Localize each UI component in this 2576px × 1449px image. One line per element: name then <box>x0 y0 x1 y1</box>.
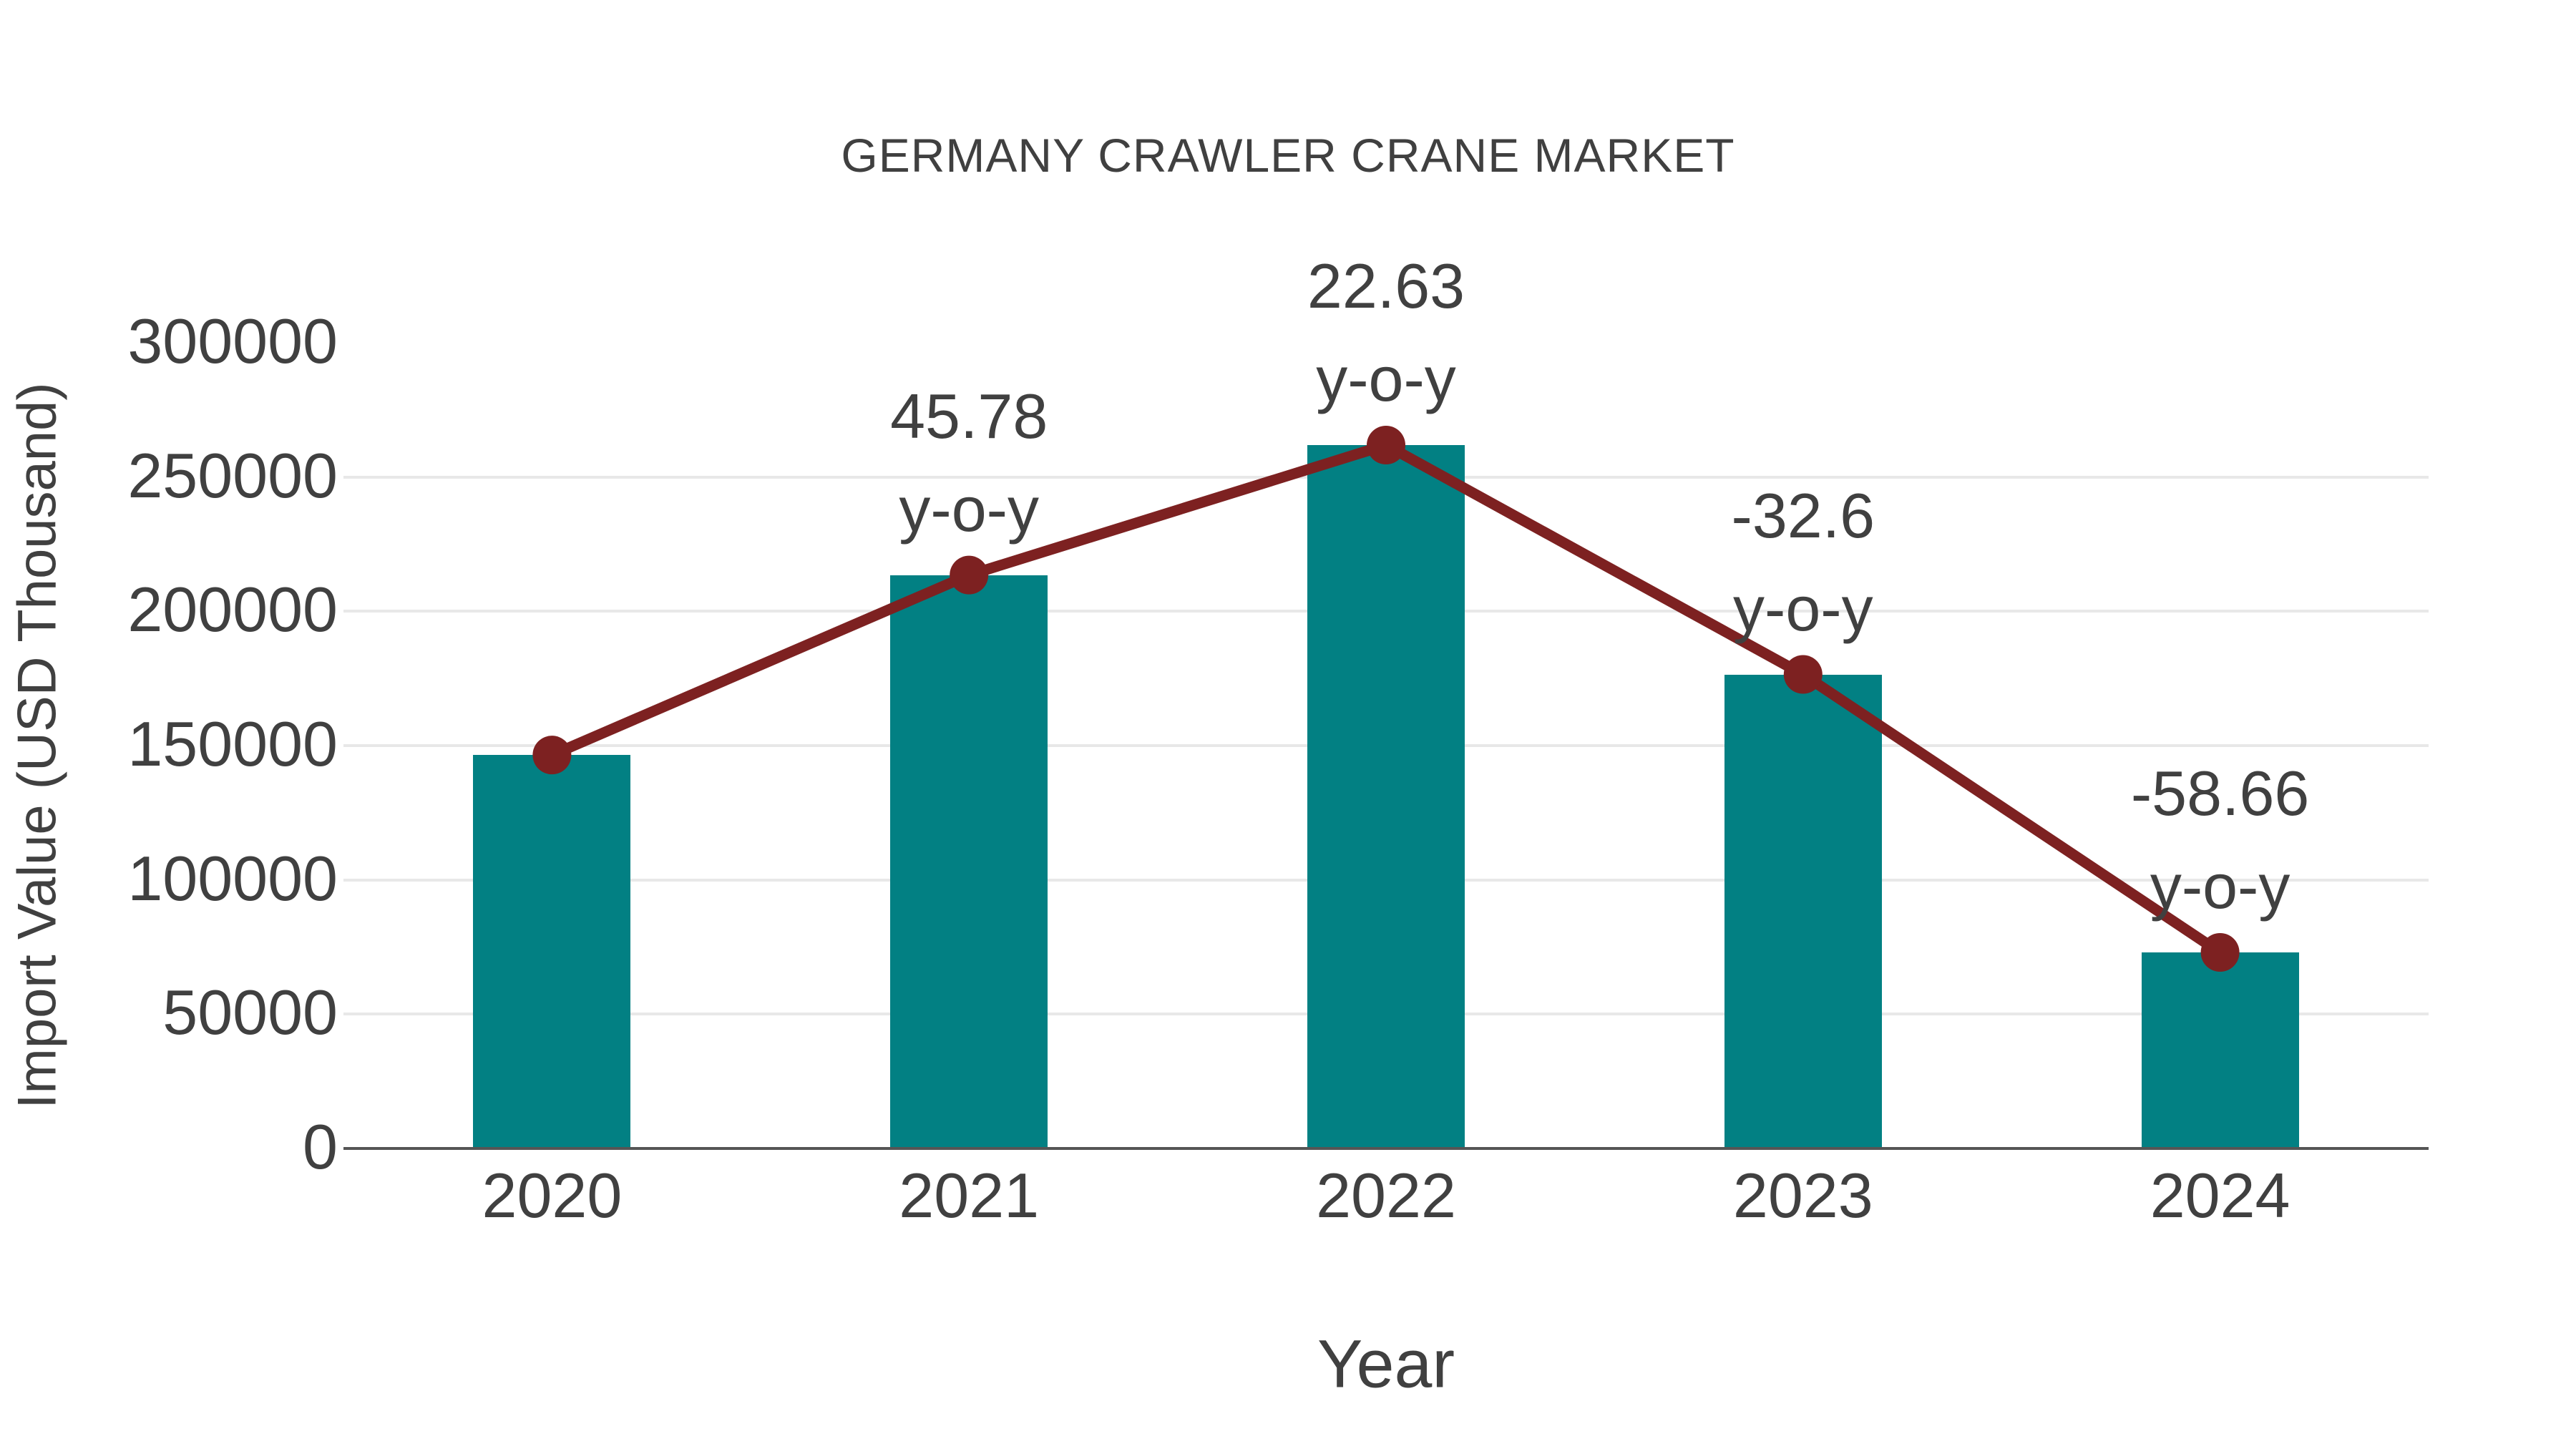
x-axis-line <box>343 1147 2429 1150</box>
bar-2020 <box>473 755 631 1150</box>
annotation-suffix-2021: y-o-y <box>899 473 1039 545</box>
annotation-value-2023: -32.6 <box>1731 479 1875 551</box>
y-tick-label: 200000 <box>127 574 338 645</box>
y-tick-label: 0 <box>303 1111 338 1183</box>
annotation-value-2022: 22.63 <box>1307 250 1465 321</box>
annotation-suffix-2023: y-o-y <box>1733 572 1873 644</box>
chart-title: GERMANY CRAWLER CRANE MARKET <box>841 129 1735 182</box>
x-tick-label: 2021 <box>899 1160 1040 1231</box>
x-tick-label: 2022 <box>1316 1160 1456 1231</box>
annotation-value-2021: 45.78 <box>890 380 1048 452</box>
y-tick-label: 100000 <box>127 842 338 914</box>
y-tick-label: 150000 <box>127 708 338 780</box>
annotation-value-2024: -58.66 <box>2130 758 2310 829</box>
y-tick-label: 300000 <box>127 306 338 377</box>
y-tick-label: 250000 <box>127 439 338 511</box>
annotation-suffix-2024: y-o-y <box>2150 851 2290 922</box>
bar-2024 <box>2141 952 2299 1150</box>
x-axis-title: Year <box>1317 1326 1455 1402</box>
y-tick-label: 50000 <box>162 977 338 1048</box>
x-tick-label: 2020 <box>482 1160 623 1231</box>
bar-2021 <box>890 575 1048 1150</box>
y-axis-title: Import Value (USD Thousand) <box>6 382 68 1109</box>
x-tick-label: 2023 <box>1732 1160 1873 1231</box>
bar-2023 <box>1724 674 1882 1150</box>
bar-2022 <box>1307 445 1465 1150</box>
annotation-suffix-2022: y-o-y <box>1316 343 1456 414</box>
x-tick-label: 2024 <box>2150 1160 2290 1231</box>
